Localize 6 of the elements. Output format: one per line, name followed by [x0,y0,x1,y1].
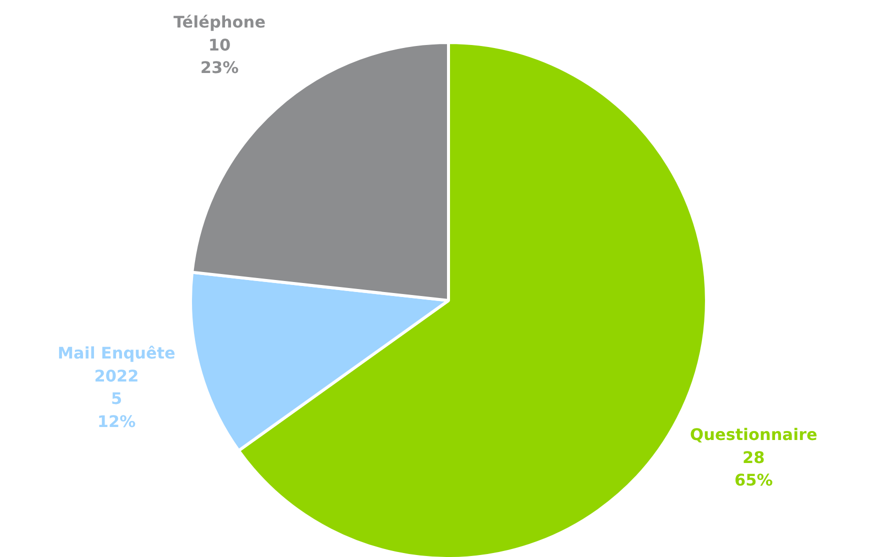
data-label: 5 12% [97,389,136,431]
data-label: 10 23% [200,35,239,78]
slice-label: Mail Enquête 2022 [58,344,176,386]
data-label: 28 65% [734,448,773,490]
slice-label: Questionnaire [690,425,818,444]
slice-label: Téléphone [173,12,266,32]
